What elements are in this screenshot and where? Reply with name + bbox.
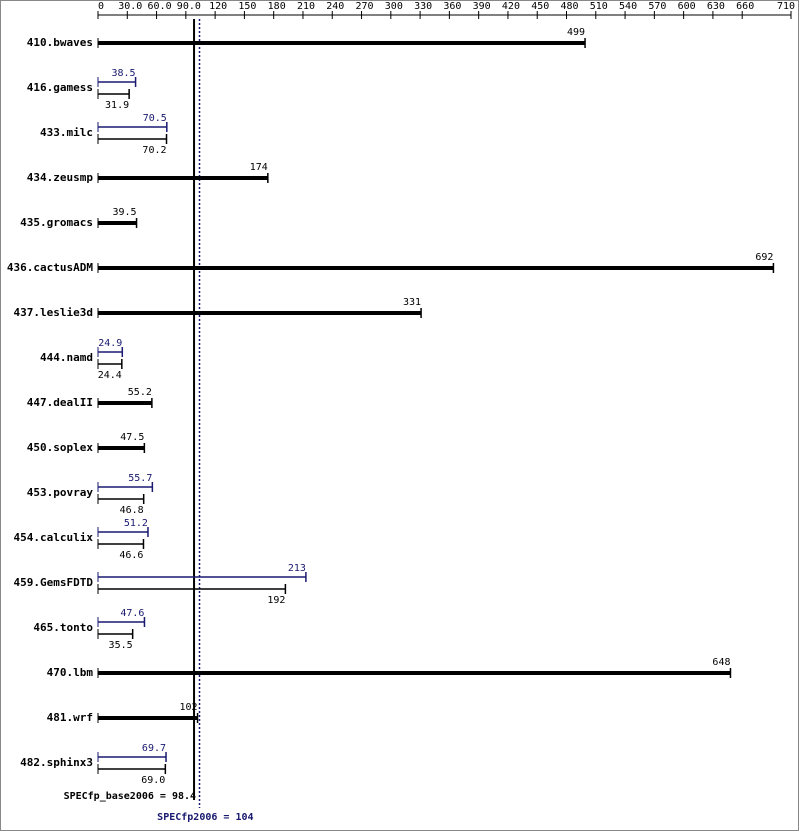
value-label: 47.6 xyxy=(120,608,144,619)
x-tick-label: 600 xyxy=(678,1,696,12)
category-label: 450.soplex xyxy=(27,441,94,454)
value-label: 213 xyxy=(288,563,306,574)
x-tick-label: 360 xyxy=(443,1,461,12)
value-label: 69.0 xyxy=(141,775,165,786)
x-tick-label: 450 xyxy=(531,1,549,12)
category-label: 482.sphinx3 xyxy=(20,756,93,769)
x-tick-label: 240 xyxy=(326,1,344,12)
x-tick-label: 210 xyxy=(297,1,315,12)
x-tick-label: 630 xyxy=(707,1,725,12)
x-tick-label: 660 xyxy=(736,1,754,12)
value-label: 55.7 xyxy=(128,473,152,484)
value-label: 331 xyxy=(403,297,421,308)
category-label: 444.namd xyxy=(40,351,93,364)
value-label: 69.7 xyxy=(142,743,166,754)
category-label: 470.lbm xyxy=(47,666,94,679)
category-label: 416.gamess xyxy=(27,81,93,94)
x-tick-label: 570 xyxy=(648,1,666,12)
category-label: 459.GemsFDTD xyxy=(14,576,94,589)
category-label: 437.leslie3d xyxy=(14,306,93,319)
category-label: 465.tonto xyxy=(33,621,93,634)
x-tick-label: 0 xyxy=(98,1,104,12)
value-label: 70.2 xyxy=(142,145,166,156)
reference-label: SPECfp_base2006 = 98.4 xyxy=(64,791,196,802)
x-tick-label: 540 xyxy=(619,1,637,12)
category-label: 435.gromacs xyxy=(20,216,93,229)
x-tick-label: 420 xyxy=(502,1,520,12)
x-tick-label: 300 xyxy=(385,1,403,12)
reference-label: SPECfp2006 = 104 xyxy=(157,812,253,823)
x-tick-label: 120 xyxy=(209,1,227,12)
value-label: 35.5 xyxy=(109,640,133,651)
value-label: 692 xyxy=(755,252,773,263)
category-label: 410.bwaves xyxy=(27,36,93,49)
category-label: 434.zeusmp xyxy=(27,171,94,184)
x-tick-label: 390 xyxy=(473,1,491,12)
x-tick-label: 30.0 xyxy=(118,1,142,12)
value-label: 24.4 xyxy=(98,370,122,381)
x-tick-label: 480 xyxy=(560,1,578,12)
value-label: 499 xyxy=(567,27,585,38)
category-label: 447.dealII xyxy=(27,396,93,409)
value-label: 31.9 xyxy=(105,100,129,111)
category-label: 454.calculix xyxy=(14,531,94,544)
x-tick-label: 270 xyxy=(356,1,374,12)
x-tick-label: 710 xyxy=(777,1,795,12)
x-tick-label: 330 xyxy=(414,1,432,12)
value-label: 102 xyxy=(179,702,197,713)
value-label: 192 xyxy=(267,595,285,606)
x-tick-label: 60.0 xyxy=(148,1,172,12)
value-label: 51.2 xyxy=(124,518,148,529)
x-tick-label: 90.0 xyxy=(177,1,201,12)
x-tick-label: 150 xyxy=(238,1,256,12)
value-label: 70.5 xyxy=(143,113,167,124)
value-label: 24.9 xyxy=(98,338,122,349)
x-tick-label: 180 xyxy=(268,1,286,12)
x-tick-label: 510 xyxy=(590,1,608,12)
value-label: 46.6 xyxy=(119,550,143,561)
value-label: 46.8 xyxy=(120,505,144,516)
value-label: 648 xyxy=(712,657,730,668)
category-label: 433.milc xyxy=(40,126,93,139)
value-label: 47.5 xyxy=(120,432,144,443)
value-label: 174 xyxy=(250,162,268,173)
value-label: 39.5 xyxy=(112,207,136,218)
category-label: 436.cactusADM xyxy=(7,261,93,274)
value-label: 55.2 xyxy=(128,387,152,398)
category-label: 453.povray xyxy=(27,486,94,499)
value-label: 38.5 xyxy=(111,68,135,79)
category-label: 481.wrf xyxy=(47,711,93,724)
